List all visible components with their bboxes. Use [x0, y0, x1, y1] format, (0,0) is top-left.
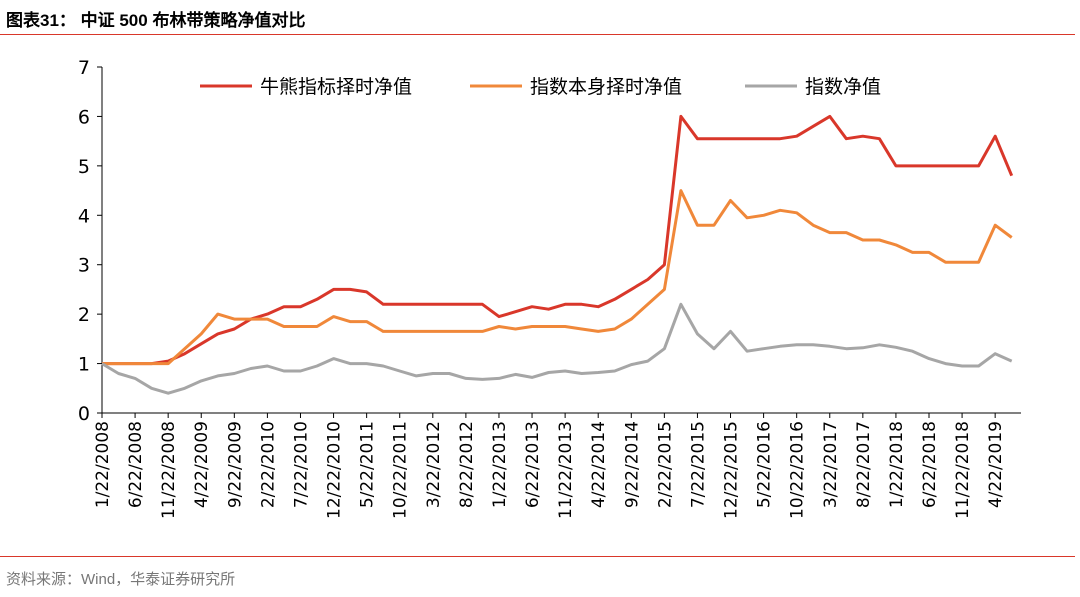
x-tick-label: 12/22/2015	[722, 421, 742, 519]
chart-title: 图表31： 中证 500 布林带策略净值对比	[6, 11, 306, 30]
x-tick-label: 8/22/2012	[457, 421, 477, 508]
x-tick-label: 8/22/2017	[854, 421, 874, 508]
y-tick-label: 1	[78, 354, 90, 376]
x-tick-label: 5/22/2016	[755, 421, 775, 508]
x-tick-label: 10/22/2016	[788, 421, 808, 519]
x-tick-label: 6/22/2018	[920, 421, 940, 508]
x-tick-label: 2/22/2015	[655, 421, 675, 508]
title-rule	[0, 34, 1075, 35]
y-tick-label: 5	[78, 156, 90, 178]
series-line	[102, 189, 1013, 366]
x-tick-label: 12/22/2010	[325, 421, 345, 519]
legend-label: 指数本身择时净值	[530, 76, 682, 98]
x-tick-label: 10/22/2011	[391, 421, 411, 519]
series-line	[101, 302, 1013, 395]
x-tick-label: 1/22/2013	[490, 421, 510, 508]
legend-label: 指数净值	[805, 76, 881, 98]
y-tick-label: 2	[78, 304, 90, 326]
y-tick-label: 3	[78, 255, 90, 277]
x-tick-label: 1/22/2008	[93, 421, 113, 508]
x-tick-label: 4/22/2019	[986, 421, 1006, 508]
x-tick-label: 7/22/2010	[291, 421, 311, 508]
footer-rule	[0, 556, 1075, 557]
y-tick-label: 0	[78, 403, 90, 425]
x-tick-label: 1/22/2018	[887, 421, 907, 508]
source-note: 资料来源：Wind，华泰证券研究所	[6, 571, 236, 588]
y-tick-label: 7	[78, 57, 90, 79]
x-tick-label: 7/22/2015	[688, 421, 708, 508]
y-tick-label: 6	[78, 106, 90, 128]
x-tick-label: 9/22/2009	[225, 421, 245, 508]
legend-label: 牛熊指标择时净值	[260, 76, 412, 98]
x-tick-label: 5/22/2011	[358, 421, 378, 508]
x-tick-label: 6/22/2013	[523, 421, 543, 508]
x-tick-label: 11/22/2018	[953, 421, 973, 519]
x-tick-label: 4/22/2009	[192, 421, 212, 508]
x-tick-label: 2/22/2010	[258, 421, 278, 508]
x-tick-label: 11/22/2013	[556, 421, 576, 519]
x-tick-label: 3/22/2012	[424, 421, 444, 508]
x-tick-label: 9/22/2014	[622, 421, 642, 508]
x-tick-label: 11/22/2008	[159, 421, 179, 519]
chart: 0 1 2 3 4 5 6 7 1/22/2008 6/22/2008 11/22/2008 4/22…	[78, 57, 1021, 519]
x-tick-label: 3/22/2017	[821, 421, 841, 508]
x-tick-label: 6/22/2008	[126, 421, 146, 508]
y-tick-label: 4	[78, 205, 90, 227]
x-tick-label: 4/22/2014	[589, 421, 609, 508]
